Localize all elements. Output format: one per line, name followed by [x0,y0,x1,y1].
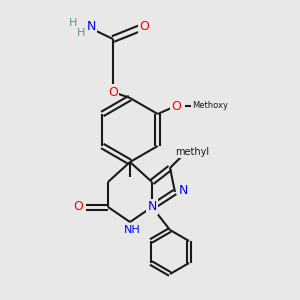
Text: H: H [69,18,77,28]
Text: O: O [108,85,118,98]
Text: O: O [139,20,149,32]
Text: NH: NH [124,225,140,235]
Text: N: N [147,200,157,214]
Text: O: O [171,100,181,112]
Text: Methoxy: Methoxy [192,101,228,110]
Text: N: N [178,184,188,196]
Text: H: H [77,28,85,38]
Text: O: O [73,200,83,214]
Text: methyl: methyl [175,147,209,157]
Text: N: N [86,20,96,34]
